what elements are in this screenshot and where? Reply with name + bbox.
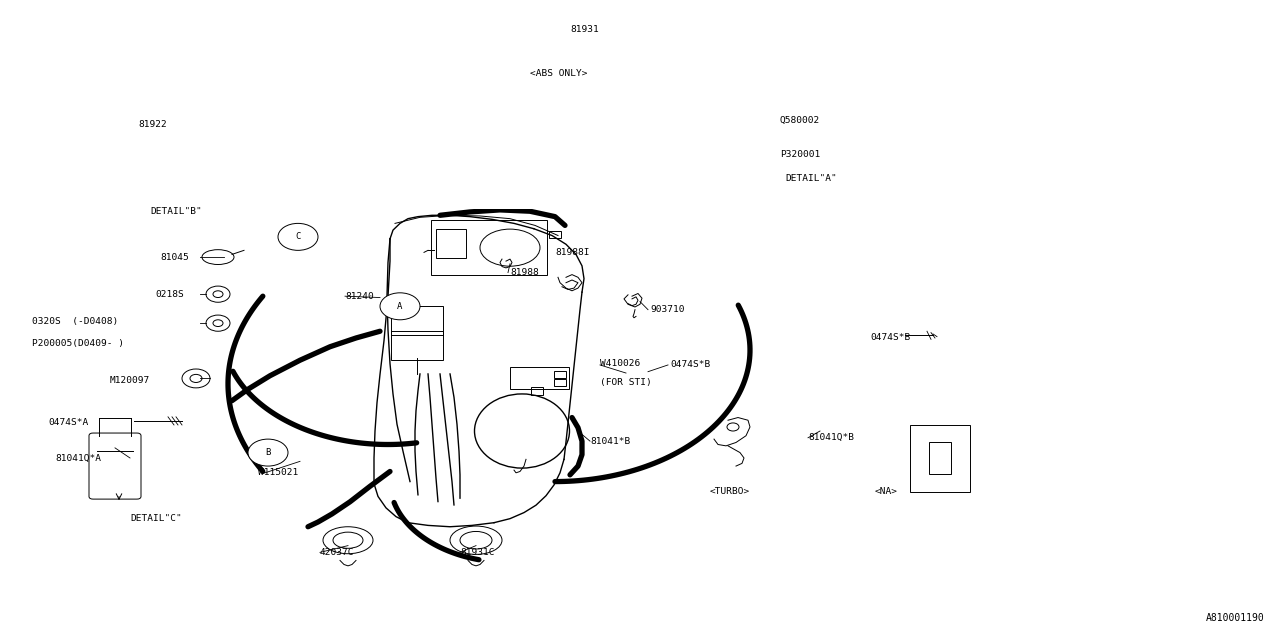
Text: 81988I: 81988I <box>556 248 590 257</box>
Text: B: B <box>265 448 270 457</box>
Text: 0320S  (-D0408): 0320S (-D0408) <box>32 317 118 326</box>
Text: <TURBO>: <TURBO> <box>710 487 750 496</box>
Text: 903710: 903710 <box>650 305 685 314</box>
Text: DETAIL"B": DETAIL"B" <box>150 207 202 216</box>
Text: 42037C: 42037C <box>320 548 355 557</box>
Text: 81931: 81931 <box>570 26 599 35</box>
Text: P200005(D0409- ): P200005(D0409- ) <box>32 339 124 348</box>
Text: 0474S*A: 0474S*A <box>49 419 88 428</box>
Text: W410026: W410026 <box>600 359 640 368</box>
Text: P320001: P320001 <box>780 150 820 159</box>
Circle shape <box>278 223 317 250</box>
Text: <NA>: <NA> <box>876 487 899 496</box>
Text: W115021: W115021 <box>259 468 298 477</box>
Text: A: A <box>397 302 403 311</box>
Text: DETAIL"C": DETAIL"C" <box>131 514 182 523</box>
Text: A810001190: A810001190 <box>1206 613 1265 623</box>
Text: 0474S*B: 0474S*B <box>669 360 710 369</box>
Text: 0218S: 0218S <box>155 290 184 299</box>
Text: (FOR STI): (FOR STI) <box>600 378 652 387</box>
Text: Q580002: Q580002 <box>780 116 820 125</box>
Text: 81922: 81922 <box>138 120 166 129</box>
Text: 81988: 81988 <box>509 268 539 277</box>
Circle shape <box>380 293 420 320</box>
Text: <ABS ONLY>: <ABS ONLY> <box>530 69 588 78</box>
Text: 81041*B: 81041*B <box>590 436 630 445</box>
Text: 81931C: 81931C <box>460 548 494 557</box>
Text: 0474S*B: 0474S*B <box>870 333 910 342</box>
Text: M120097: M120097 <box>110 376 150 385</box>
Text: 81041Q*A: 81041Q*A <box>55 454 101 463</box>
Text: 81240: 81240 <box>346 292 374 301</box>
Circle shape <box>248 439 288 466</box>
Text: C: C <box>296 232 301 241</box>
Text: 81041Q*B: 81041Q*B <box>808 433 854 442</box>
Text: 81045: 81045 <box>160 253 188 262</box>
Text: DETAIL"A": DETAIL"A" <box>785 173 837 182</box>
